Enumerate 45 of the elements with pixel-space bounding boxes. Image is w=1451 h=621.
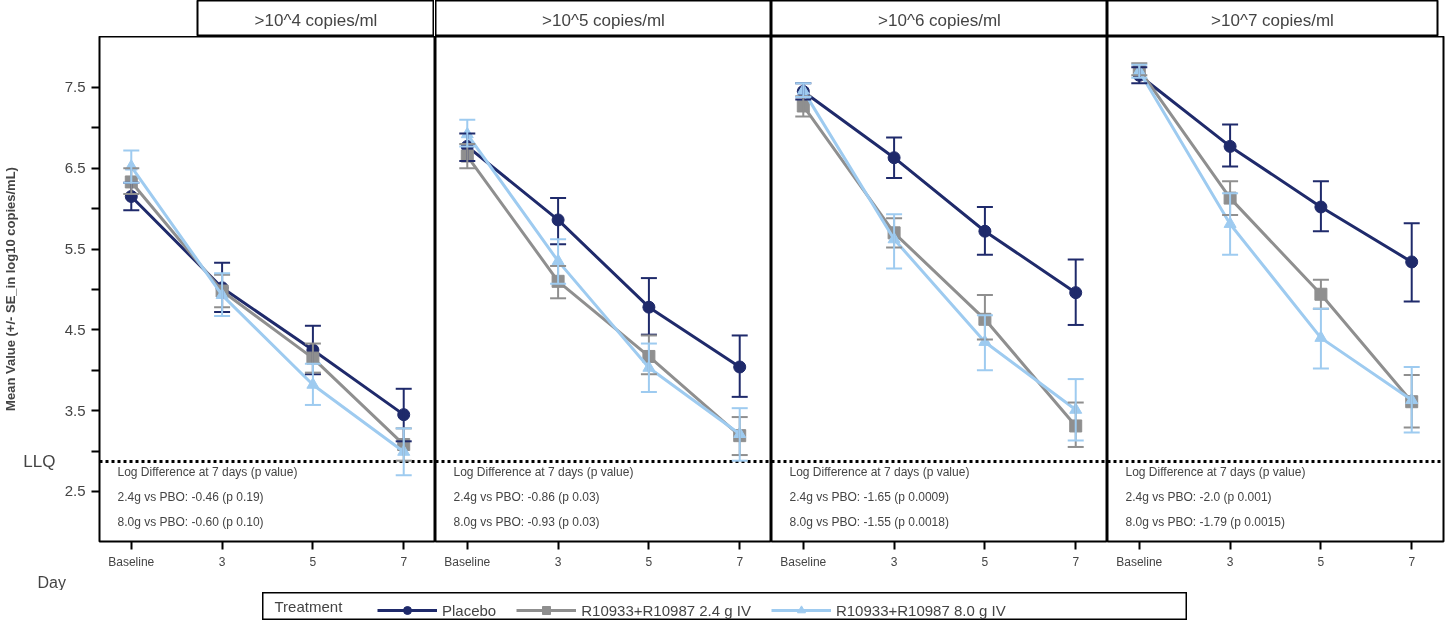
- x-tick-label: 7: [736, 554, 744, 569]
- x-tick-label: Baseline: [108, 554, 155, 569]
- chart-title: >10^7 copies/ml: [1211, 10, 1334, 30]
- annotation: 8.0g vs PBO: -0.60 (p 0.10): [117, 514, 264, 529]
- legend-title: Treatment: [274, 598, 344, 615]
- x-tick-label: 5: [1317, 554, 1325, 569]
- x-tick-label: 3: [890, 554, 898, 569]
- y-tick-label: 3.5: [64, 401, 86, 419]
- annotation: Log Difference at 7 days (p value): [453, 464, 634, 479]
- x-tick-label: 7: [400, 554, 408, 569]
- x-tick-label: 7: [1408, 554, 1416, 569]
- x-tick-label: 7: [1072, 554, 1080, 569]
- annotation: 8.0g vs PBO: -1.79 (p 0.0015): [1125, 514, 1285, 529]
- x-tick-label: Baseline: [444, 554, 491, 569]
- y-tick-label: 6.5: [64, 159, 86, 177]
- x-tick-label: 5: [981, 554, 989, 569]
- y-tick-label: 7.5: [64, 78, 86, 96]
- legend-label: Placebo: [442, 601, 497, 619]
- annotation: 2.4g vs PBO: -0.86 (p 0.03): [453, 489, 600, 504]
- x-tick-label: 3: [218, 554, 226, 569]
- legend-label: R10933+R10987 8.0 g IV: [835, 601, 1006, 619]
- annotation: 8.0g vs PBO: -0.93 (p 0.03): [453, 514, 600, 529]
- annotation: 2.4g vs PBO: -2.0 (p 0.001): [1125, 489, 1272, 504]
- x-tick-label: Baseline: [1116, 554, 1163, 569]
- x-tick-label: 5: [645, 554, 653, 569]
- x-tick-label: 3: [554, 554, 562, 569]
- legend-label: R10933+R10987 2.4 g IV: [581, 601, 751, 619]
- annotation: 8.0g vs PBO: -1.55 (p 0.0018): [789, 514, 949, 529]
- chart-title: >10^4 copies/ml: [254, 10, 378, 30]
- annotation: Log Difference at 7 days (p value): [789, 464, 970, 479]
- y-tick-label: 5.5: [64, 240, 86, 257]
- annotation: Log Difference at 7 days (p value): [117, 464, 298, 479]
- ref-line-label: LLQ: [23, 452, 56, 472]
- annotation: 2.4g vs PBO: -0.46 (p 0.19): [117, 489, 264, 504]
- y-axis-title: Mean Value (+/- SE_in log10 copies/mL): [3, 167, 19, 411]
- chart-title: >10^6 copies/ml: [878, 10, 1001, 30]
- y-tick-label: 4.5: [64, 320, 86, 338]
- annotation: Log Difference at 7 days (p value): [1125, 464, 1306, 479]
- annotation: 2.4g vs PBO: -1.65 (p 0.0009): [789, 489, 949, 504]
- x-axis-title: Day: [37, 573, 66, 591]
- x-tick-label: Baseline: [780, 554, 827, 569]
- x-tick-label: 5: [309, 554, 317, 569]
- x-tick-label: 3: [1226, 554, 1234, 569]
- y-tick-label: 2.5: [64, 482, 86, 500]
- chart-title: >10^5 copies/ml: [542, 10, 665, 30]
